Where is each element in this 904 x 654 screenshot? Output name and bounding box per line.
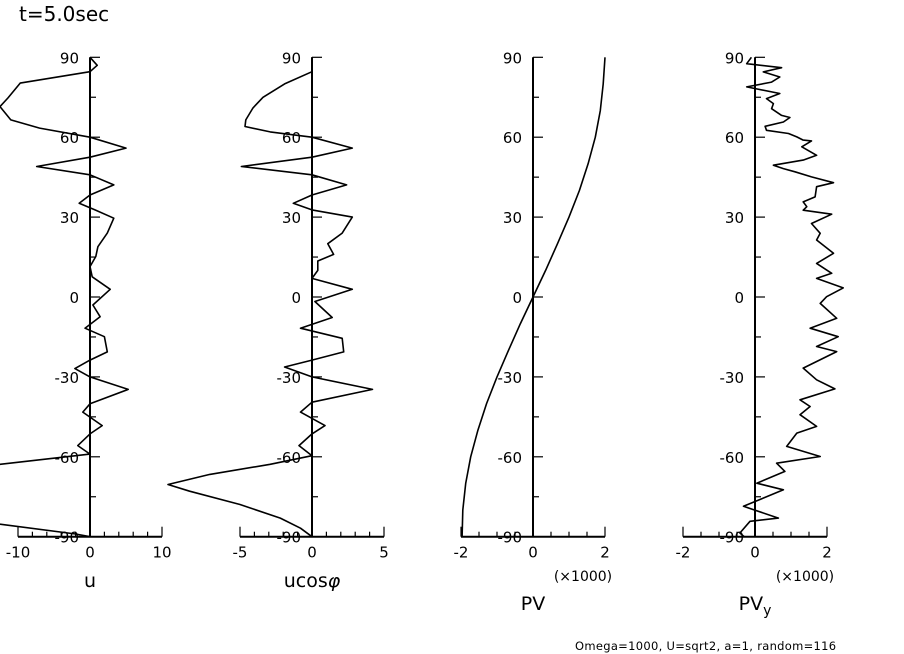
x-axis-label: PV bbox=[521, 593, 545, 615]
chart-title: t=5.0sec bbox=[19, 2, 110, 26]
x-tick-label: -5 bbox=[233, 544, 248, 562]
x-axis-label-suffix: y bbox=[763, 603, 771, 619]
y-tick-label: -60 bbox=[720, 449, 745, 467]
y-tick-label: 0 bbox=[734, 289, 744, 307]
y-tick-label: 60 bbox=[725, 129, 744, 147]
y-tick-label: 0 bbox=[512, 289, 522, 307]
x-tick-label: -2 bbox=[454, 544, 469, 562]
y-tick-label: -60 bbox=[498, 449, 523, 467]
y-tick-label: 30 bbox=[503, 209, 522, 227]
x-axis-label: PVy bbox=[739, 593, 772, 619]
y-tick-label: 60 bbox=[503, 129, 522, 147]
y-tick-label: -60 bbox=[55, 449, 80, 467]
x-axis-label-main: u bbox=[84, 570, 96, 592]
x-tick-label: 2 bbox=[822, 544, 832, 562]
series-line-2 bbox=[167, 57, 374, 538]
x-scale-note: (×1000) bbox=[554, 569, 612, 585]
x-tick-label: 10 bbox=[152, 544, 171, 562]
y-tick-label: 90 bbox=[60, 49, 79, 67]
x-tick-label: 5 bbox=[379, 544, 389, 562]
x-tick-label: 0 bbox=[528, 544, 538, 562]
x-axis-label-main: PV bbox=[739, 593, 763, 615]
x-tick-label: -10 bbox=[6, 544, 31, 562]
x-axis-label-suffix: φ bbox=[328, 570, 341, 592]
x-scale-note: (×1000) bbox=[776, 569, 834, 585]
x-tick-label: -2 bbox=[676, 544, 691, 562]
x-axis-label: u bbox=[84, 570, 96, 592]
y-tick-label: -30 bbox=[277, 369, 302, 387]
y-tick-label: 90 bbox=[282, 49, 301, 67]
series-line-4 bbox=[739, 56, 845, 538]
x-tick-label: 2 bbox=[600, 544, 610, 562]
y-tick-label: 90 bbox=[503, 49, 522, 67]
parameters-footnote: Omega=1000, U=sqrt2, a=1, random=116 bbox=[575, 639, 837, 653]
y-tick-label: 0 bbox=[69, 289, 79, 307]
y-tick-label: -30 bbox=[55, 369, 80, 387]
x-axis-label: ucosφ bbox=[284, 570, 341, 592]
y-tick-label: 30 bbox=[282, 209, 301, 227]
y-tick-label: -60 bbox=[277, 449, 302, 467]
y-tick-label: 30 bbox=[725, 209, 744, 227]
y-tick-label: 30 bbox=[60, 209, 79, 227]
y-tick-label: 0 bbox=[291, 289, 301, 307]
x-tick-label: 0 bbox=[307, 544, 317, 562]
y-tick-label: 90 bbox=[725, 49, 744, 67]
x-tick-label: 0 bbox=[85, 544, 95, 562]
x-axis-label-main: PV bbox=[521, 593, 545, 615]
y-tick-label: -30 bbox=[498, 369, 523, 387]
y-tick-label: 60 bbox=[282, 129, 301, 147]
y-tick-label: -30 bbox=[720, 369, 745, 387]
series-line-3 bbox=[461, 57, 606, 537]
x-tick-label: 0 bbox=[750, 544, 760, 562]
x-axis-label-main: ucos bbox=[284, 570, 328, 592]
series-line-1 bbox=[0, 56, 129, 538]
